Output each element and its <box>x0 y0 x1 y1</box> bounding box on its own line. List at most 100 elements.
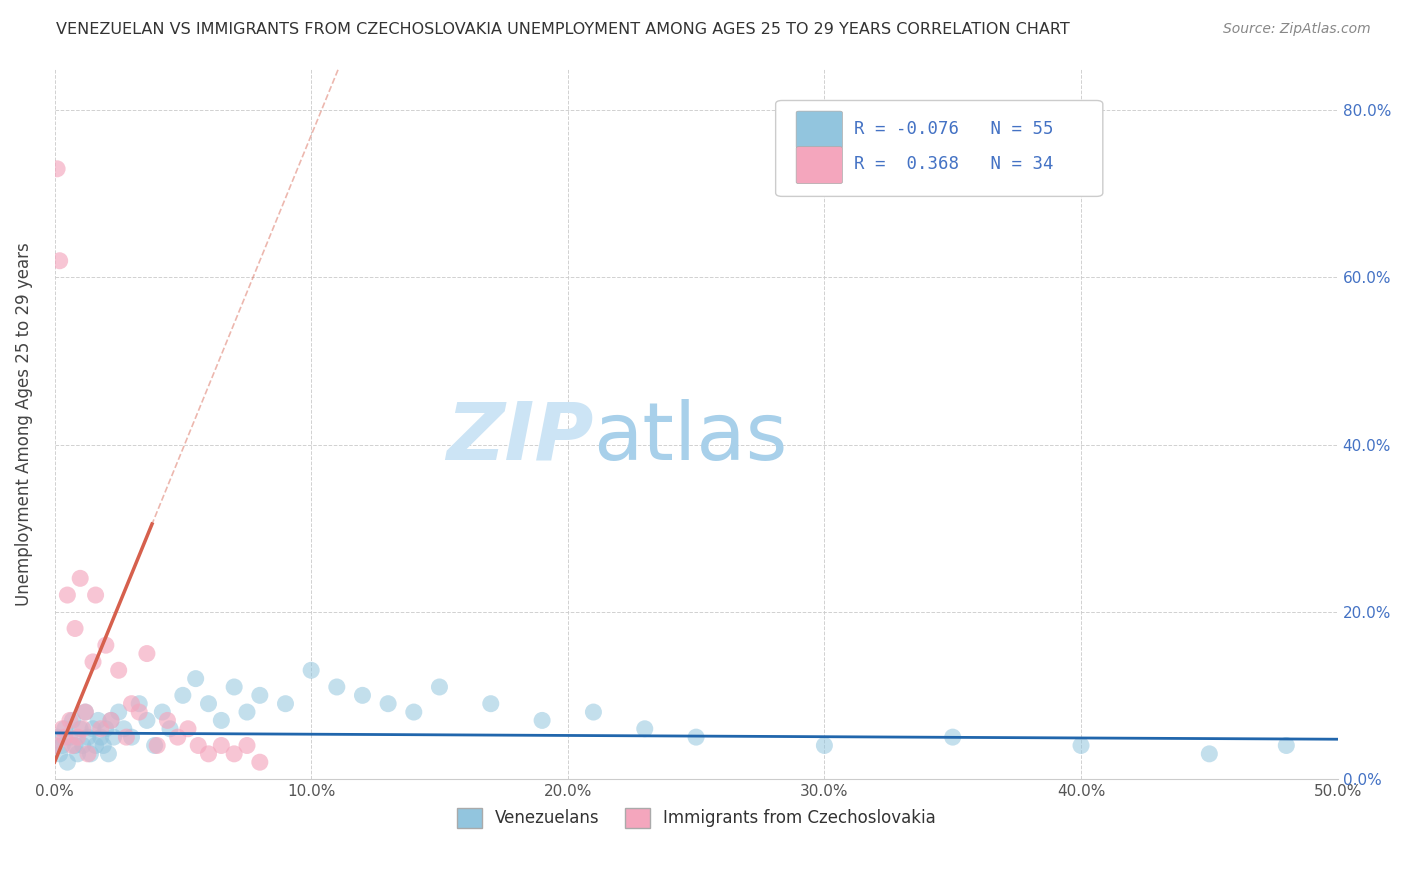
Point <box>184 672 207 686</box>
Point <box>249 755 271 769</box>
Point <box>75 705 97 719</box>
Point <box>402 705 425 719</box>
Point <box>326 680 349 694</box>
Point <box>582 705 605 719</box>
Point <box>121 697 143 711</box>
Point <box>1070 739 1092 753</box>
Point <box>56 755 79 769</box>
Point <box>209 739 232 753</box>
Point <box>69 722 91 736</box>
Point <box>44 739 66 753</box>
Point <box>172 689 194 703</box>
Point <box>87 714 110 728</box>
Point <box>143 739 166 753</box>
FancyBboxPatch shape <box>796 146 842 184</box>
Point <box>209 714 232 728</box>
Point <box>62 739 84 753</box>
Point <box>56 588 79 602</box>
Point <box>187 739 209 753</box>
Point <box>66 730 89 744</box>
Point <box>166 730 188 744</box>
Point <box>77 747 100 761</box>
Point <box>100 714 122 728</box>
Point <box>377 697 399 711</box>
Point <box>274 697 297 711</box>
Point <box>224 680 246 694</box>
Point <box>94 722 117 736</box>
Point <box>128 697 150 711</box>
Point <box>100 714 122 728</box>
Point <box>84 588 107 602</box>
Point <box>135 714 157 728</box>
Point <box>53 730 76 744</box>
Y-axis label: Unemployment Among Ages 25 to 29 years: Unemployment Among Ages 25 to 29 years <box>15 242 32 606</box>
Point <box>685 730 707 744</box>
Text: VENEZUELAN VS IMMIGRANTS FROM CZECHOSLOVAKIA UNEMPLOYMENT AMONG AGES 25 TO 29 YE: VENEZUELAN VS IMMIGRANTS FROM CZECHOSLOV… <box>56 22 1070 37</box>
Point <box>150 705 173 719</box>
Point <box>942 730 965 744</box>
Point <box>352 689 374 703</box>
Point <box>82 655 104 669</box>
Point <box>63 739 86 753</box>
Point <box>77 730 100 744</box>
Point <box>128 705 150 719</box>
Text: R =  0.368   N = 34: R = 0.368 N = 34 <box>853 155 1053 173</box>
Point <box>72 722 94 736</box>
Point <box>46 161 69 176</box>
Text: atlas: atlas <box>593 399 787 477</box>
Text: ZIP: ZIP <box>446 399 593 477</box>
Point <box>531 714 554 728</box>
Point <box>53 722 76 736</box>
Point <box>224 747 246 761</box>
Text: R = -0.076   N = 55: R = -0.076 N = 55 <box>853 120 1053 138</box>
Point <box>236 705 259 719</box>
Point <box>479 697 502 711</box>
Point <box>48 253 70 268</box>
Point <box>159 722 181 736</box>
Point <box>59 730 82 744</box>
Point <box>91 739 114 753</box>
Point <box>112 722 135 736</box>
Point <box>115 730 138 744</box>
Point <box>75 705 97 719</box>
Point <box>90 722 112 736</box>
Point <box>634 722 657 736</box>
Point <box>1198 747 1220 761</box>
FancyBboxPatch shape <box>776 101 1102 196</box>
Point <box>107 663 129 677</box>
Point <box>1275 739 1298 753</box>
Point <box>63 622 86 636</box>
Point <box>62 714 84 728</box>
Point <box>59 714 82 728</box>
Point <box>429 680 451 694</box>
Point <box>121 730 143 744</box>
Point <box>51 739 73 753</box>
Point <box>156 714 179 728</box>
Point <box>146 739 169 753</box>
Point <box>66 747 89 761</box>
Point <box>135 647 157 661</box>
Point <box>197 697 219 711</box>
Point <box>177 722 200 736</box>
Point <box>197 747 219 761</box>
Point <box>69 571 91 585</box>
Point <box>84 739 107 753</box>
Point <box>236 739 259 753</box>
Point <box>82 722 104 736</box>
Point <box>299 663 322 677</box>
Legend: Venezuelans, Immigrants from Czechoslovakia: Venezuelans, Immigrants from Czechoslova… <box>450 801 942 835</box>
Point <box>107 705 129 719</box>
Point <box>90 730 112 744</box>
Point <box>97 747 120 761</box>
Point <box>51 722 73 736</box>
Text: Source: ZipAtlas.com: Source: ZipAtlas.com <box>1223 22 1371 37</box>
Point <box>249 689 271 703</box>
Point <box>72 739 94 753</box>
Point <box>813 739 835 753</box>
FancyBboxPatch shape <box>796 112 842 148</box>
Point <box>46 730 69 744</box>
Point <box>94 638 117 652</box>
Point <box>48 747 70 761</box>
Point <box>79 747 101 761</box>
Point <box>103 730 125 744</box>
